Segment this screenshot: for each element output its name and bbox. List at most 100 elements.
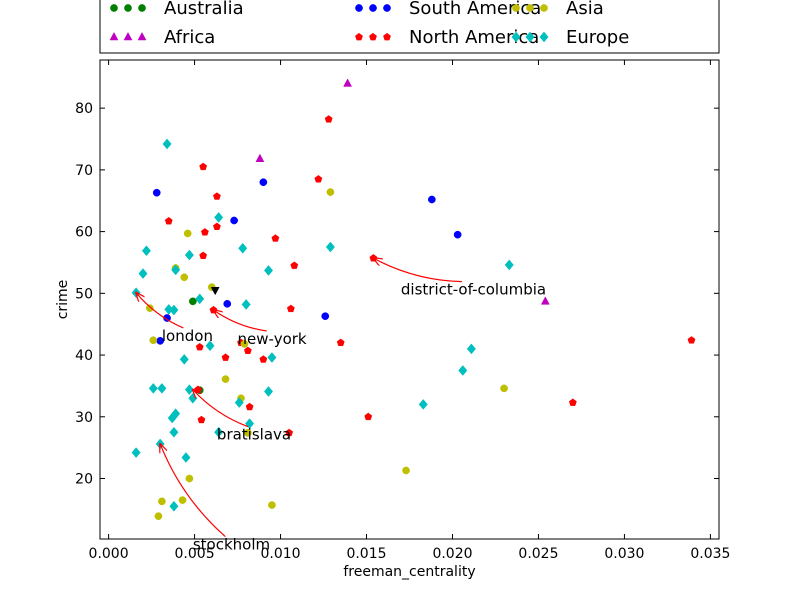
point-europe [214, 426, 224, 438]
legend: Australia Africa South America North Americ… [99, 0, 720, 54]
point-asia [185, 474, 194, 483]
point-europe [263, 265, 274, 276]
point-north-america [687, 336, 696, 344]
legend-marker [109, 31, 119, 41]
point-asia [326, 188, 335, 196]
point-north-america [164, 217, 173, 225]
annotation-new-york: new-york [238, 330, 307, 348]
point-north-america [213, 222, 221, 230]
point-europe [458, 365, 468, 376]
axis-ticks: 0.000 0.005 0.010 0.015 0.020 0.025 0.030 0.035… [75, 60, 730, 562]
x-tick-label: 0.030 [604, 546, 644, 562]
point-north-america [199, 251, 208, 259]
legend-marker [383, 32, 391, 41]
point-north-america [285, 428, 294, 437]
point-europe [169, 426, 179, 438]
y-tick-label: 30 [75, 410, 93, 426]
legend-marker [539, 31, 549, 43]
point-europe [148, 382, 158, 394]
y-tick-label: 80 [75, 101, 93, 117]
legend-marker [138, 4, 146, 12]
point-asia [244, 428, 252, 437]
point-europe [195, 293, 205, 305]
legend-marker [355, 4, 363, 12]
point-europe [169, 304, 179, 316]
point-south-america [259, 178, 268, 187]
legend-label: Africa [164, 27, 215, 48]
point-africa [540, 296, 550, 305]
legend-marker [355, 32, 363, 41]
point-north-america [221, 353, 230, 361]
point-south-america [428, 195, 436, 204]
point-europe [234, 397, 244, 408]
point-europe [466, 343, 476, 355]
annotation-arrow [373, 258, 462, 283]
x-axis-label: freeman_centrality [343, 564, 475, 580]
x-tick-label: 0.005 [175, 546, 215, 562]
point-north-america [271, 234, 280, 242]
annotation-arrow [213, 310, 267, 332]
point-asia [268, 501, 276, 509]
point-europe [179, 353, 189, 365]
point-north-america [199, 162, 208, 171]
x-tick-label: 0.035 [690, 546, 730, 562]
legend-item-australia: Australia [110, 0, 244, 19]
point-europe [418, 399, 428, 410]
point-asia [402, 466, 410, 475]
point-europe [181, 452, 191, 463]
legend-marker [540, 4, 548, 12]
legend-marker [369, 32, 377, 41]
annotations: district-of-columbia new-york london bratis… [136, 258, 546, 553]
point-unlabeled [210, 286, 220, 296]
legend-marker [511, 31, 521, 43]
legend-item-africa: Africa [109, 27, 215, 48]
point-europe [138, 268, 148, 279]
annotation-arrow [136, 293, 184, 329]
point-north-america [336, 338, 345, 347]
legend-item-asia: Asia [512, 0, 604, 19]
point-europe [157, 382, 167, 394]
point-asia [158, 497, 166, 506]
point-europe [131, 447, 141, 458]
point-europe [162, 138, 172, 150]
legend-label: Asia [566, 0, 604, 19]
point-asia [500, 384, 508, 393]
annotation-arrow [193, 390, 249, 428]
point-asia [146, 304, 154, 312]
point-asia [240, 340, 249, 348]
legend-marker [525, 31, 535, 43]
point-europe [267, 352, 277, 363]
point-europe [169, 500, 179, 512]
point-europe [325, 241, 335, 253]
y-tick-label: 50 [75, 286, 93, 302]
point-europe [214, 212, 224, 223]
x-tick-label: 0.015 [346, 546, 386, 562]
y-tick-label: 20 [75, 472, 93, 488]
point-south-america [223, 299, 232, 308]
legend-label: Australia [164, 0, 244, 19]
x-tick-label: 0.010 [260, 546, 300, 562]
point-asia [154, 512, 163, 521]
legend-item-north-america: North America [355, 27, 539, 48]
legend-marker [123, 31, 133, 41]
legend-frame [99, 0, 720, 54]
point-north-america [286, 304, 295, 313]
annotation-stockholm: stockholm [193, 535, 270, 553]
legend-marker [124, 4, 132, 12]
point-europe [205, 340, 215, 352]
point-australia [189, 297, 197, 306]
point-africa [343, 78, 353, 87]
annotation-london: london [162, 327, 213, 345]
legend-marker [137, 31, 147, 41]
point-asia [178, 496, 187, 504]
point-north-america [290, 261, 299, 269]
point-north-america [213, 192, 221, 200]
point-europe [171, 264, 181, 276]
legend-marker [526, 4, 534, 12]
y-tick-label: 40 [75, 348, 93, 364]
y-tick-label: 60 [75, 225, 93, 241]
legend-label: South America [409, 0, 541, 19]
point-north-america [195, 342, 204, 351]
point-north-america [568, 398, 577, 406]
legend-label: North America [409, 27, 539, 48]
